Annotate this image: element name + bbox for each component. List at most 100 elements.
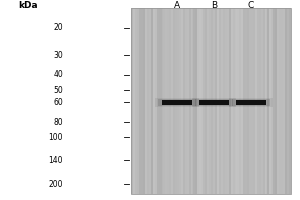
Bar: [172, 8, 175, 194]
Bar: [245, 8, 247, 194]
Bar: [239, 8, 241, 194]
Bar: [213, 8, 215, 194]
Bar: [269, 8, 271, 194]
Bar: [157, 8, 159, 194]
Bar: [178, 8, 181, 194]
Bar: [211, 8, 213, 194]
Bar: [249, 8, 251, 194]
Bar: [199, 100, 229, 105]
Bar: [162, 8, 192, 194]
Bar: [209, 8, 211, 194]
Bar: [185, 8, 187, 194]
Bar: [205, 8, 207, 194]
Text: A: A: [174, 0, 180, 9]
Bar: [287, 8, 289, 194]
Bar: [183, 8, 185, 194]
Bar: [139, 8, 141, 194]
Bar: [187, 8, 189, 194]
Bar: [281, 8, 283, 194]
Bar: [195, 99, 233, 106]
Bar: [193, 8, 195, 194]
Bar: [235, 8, 237, 194]
Text: C: C: [248, 0, 254, 9]
Text: B: B: [211, 0, 217, 9]
Bar: [133, 8, 135, 194]
Bar: [130, 8, 133, 194]
Bar: [263, 8, 265, 194]
Bar: [237, 8, 239, 194]
Bar: [217, 8, 219, 194]
Bar: [195, 8, 197, 194]
Bar: [232, 99, 270, 106]
Bar: [277, 8, 279, 194]
Bar: [158, 99, 196, 106]
Text: 100: 100: [49, 133, 63, 142]
Bar: [207, 8, 209, 194]
Bar: [167, 8, 169, 194]
Text: 50: 50: [53, 86, 63, 95]
Bar: [223, 8, 225, 194]
Bar: [151, 8, 153, 194]
Bar: [227, 8, 229, 194]
Bar: [130, 8, 291, 194]
Bar: [130, 8, 291, 194]
Bar: [243, 8, 245, 194]
Bar: [215, 8, 217, 194]
Text: 60: 60: [53, 98, 63, 107]
Bar: [203, 8, 205, 194]
Bar: [189, 8, 191, 194]
Bar: [199, 8, 229, 194]
Bar: [201, 8, 203, 194]
Bar: [255, 8, 257, 194]
Text: 140: 140: [49, 156, 63, 165]
Bar: [197, 8, 199, 194]
Bar: [275, 8, 277, 194]
Bar: [163, 8, 165, 194]
Bar: [267, 8, 269, 194]
Bar: [259, 8, 261, 194]
Bar: [289, 8, 291, 194]
Bar: [160, 8, 163, 194]
Bar: [265, 8, 267, 194]
Bar: [279, 8, 281, 194]
Bar: [136, 8, 139, 194]
Bar: [199, 8, 201, 194]
Bar: [162, 100, 192, 105]
Bar: [140, 8, 143, 194]
Bar: [154, 8, 157, 194]
Bar: [236, 8, 266, 194]
Bar: [219, 8, 221, 194]
Bar: [233, 8, 235, 194]
Bar: [191, 8, 193, 194]
Bar: [148, 8, 151, 194]
Bar: [236, 100, 266, 105]
Bar: [181, 8, 183, 194]
Bar: [146, 8, 149, 194]
Bar: [285, 8, 287, 194]
Bar: [229, 98, 273, 107]
Bar: [253, 8, 255, 194]
Text: 40: 40: [53, 70, 63, 79]
Bar: [251, 8, 253, 194]
Bar: [273, 8, 275, 194]
Bar: [221, 8, 223, 194]
Text: 30: 30: [53, 51, 63, 60]
Bar: [169, 8, 171, 194]
Bar: [229, 8, 231, 194]
Bar: [159, 8, 161, 194]
Text: 80: 80: [53, 118, 63, 127]
Text: kDa: kDa: [18, 0, 38, 9]
Bar: [261, 8, 263, 194]
Bar: [231, 8, 233, 194]
Bar: [283, 8, 285, 194]
Text: 200: 200: [49, 180, 63, 189]
Bar: [241, 8, 243, 194]
Bar: [175, 8, 177, 194]
Bar: [257, 8, 259, 194]
Bar: [134, 8, 137, 194]
Bar: [271, 8, 273, 194]
Bar: [165, 8, 167, 194]
Bar: [225, 8, 227, 194]
Bar: [171, 8, 173, 194]
Bar: [145, 8, 147, 194]
